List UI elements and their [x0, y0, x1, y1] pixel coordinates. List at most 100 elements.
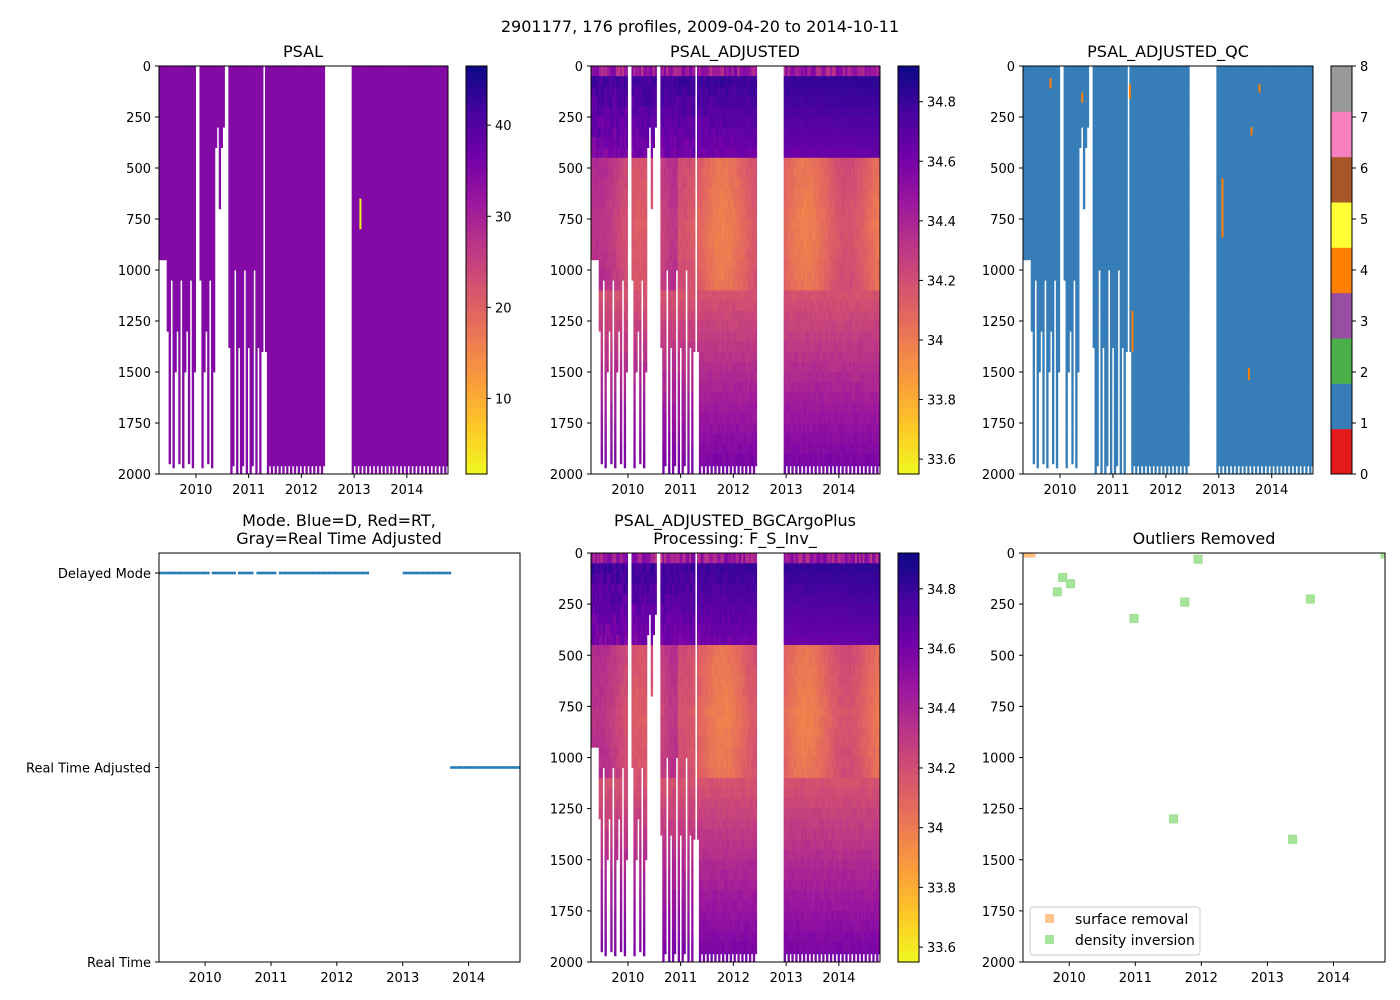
heatmap-cell: [708, 423, 711, 434]
heatmap-cell: [648, 96, 652, 108]
heatmap-cell: [818, 239, 821, 250]
heatmap-cell: [731, 208, 734, 220]
colorbar-segment: [466, 234, 487, 240]
heatmap-cell: [743, 239, 746, 250]
heatmap-cell: [741, 300, 744, 312]
heatmap-cell: [804, 300, 808, 312]
heatmap-cell: [621, 106, 625, 118]
heatmap-cell: [710, 341, 713, 352]
heatmap-cell: [708, 270, 711, 281]
heatmap-cell: [606, 361, 609, 373]
heatmap-cell: [318, 66, 322, 467]
heatmap-cell: [854, 402, 858, 414]
heatmap-cell: [870, 341, 873, 352]
heatmap-cell: [868, 249, 871, 261]
heatmap-cell: [600, 208, 603, 220]
heatmap-cell: [664, 229, 667, 240]
heatmap-cell: [739, 443, 742, 454]
heatmap-cell: [696, 331, 700, 342]
heatmap-cell: [631, 188, 634, 199]
heatmap-cell: [671, 321, 675, 332]
colorbar-segment: [466, 423, 487, 429]
heatmap-cell: [747, 321, 750, 332]
heatmap-cell: [619, 402, 623, 414]
heatmap-cell: [722, 453, 725, 465]
heatmap-cell: [816, 331, 819, 342]
heatmap-cell: [635, 178, 638, 189]
colorbar-segment: [466, 259, 487, 266]
heatmap-cell: [737, 168, 740, 179]
heatmap-cell: [284, 66, 287, 467]
heatmap-cell: [748, 198, 752, 210]
heatmap-cell: [606, 198, 609, 210]
heatmap-cell: [619, 239, 623, 250]
heatmap-cell: [652, 137, 655, 148]
heatmap-cell: [860, 259, 864, 271]
heatmap-cell: [677, 249, 681, 261]
heatmap-cell: [862, 290, 865, 301]
heatmap-cell: [592, 157, 596, 169]
heatmap-cell: [816, 239, 819, 250]
heatmap-cell: [752, 106, 756, 118]
heatmap-cell: [735, 433, 738, 444]
heatmap-cell: [814, 280, 817, 291]
heatmap-cell: [754, 66, 758, 77]
heatmap-cell: [831, 76, 835, 87]
heatmap-cell: [851, 117, 854, 128]
heatmap-cell: [662, 239, 665, 250]
heatmap-cell: [785, 300, 788, 312]
heatmap-cell: [743, 270, 746, 281]
heatmap-cell: [787, 96, 790, 108]
heatmap-cell: [833, 463, 837, 475]
heatmap-cell: [843, 208, 846, 220]
heatmap-cell: [810, 106, 813, 118]
heatmap-cell: [843, 137, 846, 148]
heatmap-cell: [712, 137, 715, 148]
heatmap-cell: [743, 463, 746, 467]
heatmap-cell: [727, 412, 731, 424]
heatmap-cell: [827, 86, 831, 97]
heatmap-cell: [725, 443, 729, 454]
heatmap-cell: [754, 117, 758, 128]
heatmap-cell: [856, 453, 860, 465]
heatmap-cell: [870, 412, 873, 424]
heatmap-cell: [621, 168, 625, 179]
heatmap-cell: [827, 208, 831, 220]
heatmap-cell: [669, 249, 673, 261]
heatmap-cell: [664, 351, 667, 363]
heatmap-cell: [708, 76, 711, 87]
heatmap-cell: [691, 270, 694, 281]
heatmap-cell: [826, 168, 829, 179]
heatmap-cell: [735, 341, 738, 352]
heatmap-cell: [610, 351, 613, 363]
heatmap-cell: [612, 117, 615, 128]
heatmap-cell: [712, 229, 715, 240]
heatmap-cell: [802, 239, 806, 250]
heatmap-cell: [849, 392, 852, 403]
heatmap-cell: [635, 127, 638, 138]
heatmap-cell: [598, 280, 602, 291]
heatmap-cell: [621, 198, 625, 210]
heatmap-cell: [748, 310, 752, 322]
heatmap-cell: [862, 341, 865, 352]
heatmap-cell: [591, 76, 594, 87]
heatmap-cell: [833, 290, 837, 301]
heatmap-cell: [643, 188, 646, 199]
heatmap-cell: [808, 290, 812, 301]
heatmap-cell: [616, 249, 619, 261]
heatmap-cell: [872, 372, 875, 383]
heatmap-cell: [831, 453, 835, 465]
heatmap-cell: [660, 127, 663, 138]
heatmap-cell: [591, 229, 594, 240]
heatmap-cell: [870, 443, 873, 454]
heatmap-cell: [696, 249, 700, 261]
heatmap-cell: [727, 66, 731, 77]
heatmap-cell: [787, 127, 790, 138]
heatmap-cell: [600, 198, 603, 210]
heatmap-cell: [677, 433, 681, 444]
heatmap-cell: [820, 453, 823, 465]
heatmap-cell: [641, 229, 644, 240]
heatmap-cell: [870, 351, 873, 363]
heatmap-cell: [831, 86, 835, 97]
heatmap-cell: [853, 280, 856, 291]
